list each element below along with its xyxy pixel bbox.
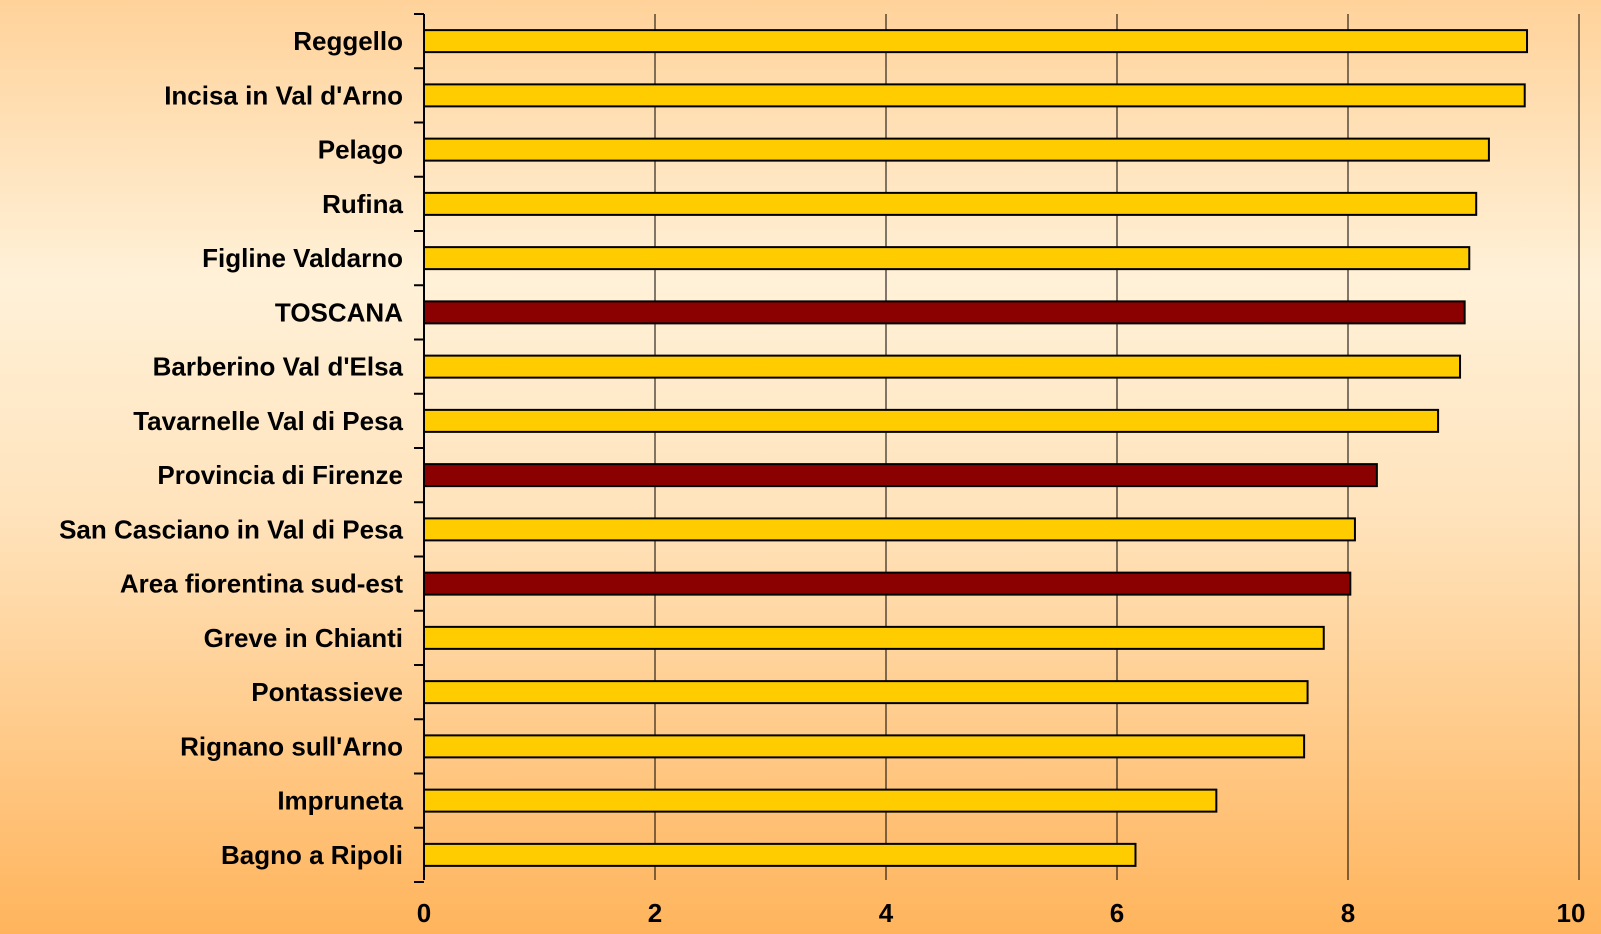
x-axis-tick-labels: 0 2 4 6 8 10: [417, 898, 1586, 928]
bar-12: [423, 680, 1309, 705]
category-label-2: Pelago: [318, 135, 403, 165]
category-label-12: Pontassieve: [251, 677, 403, 707]
bar-7: [423, 408, 1440, 433]
bar-1: [423, 83, 1526, 108]
x-tick-label-0: 0: [417, 898, 431, 928]
bar-3: [423, 191, 1478, 216]
x-tick-label-6: 6: [1110, 898, 1124, 928]
bar-8: [423, 463, 1378, 488]
category-label-5: TOSCANA: [275, 297, 403, 327]
bar-14: [423, 788, 1218, 813]
x-tick-label-2: 2: [648, 898, 662, 928]
category-label-11: Greve in Chianti: [204, 623, 403, 653]
x-tick-label-10: 10: [1557, 898, 1586, 928]
bar-5: [423, 300, 1466, 325]
x-tick-label-8: 8: [1341, 898, 1355, 928]
bar-9: [423, 517, 1356, 542]
bars: [423, 29, 1529, 867]
bar-4: [423, 246, 1471, 271]
category-label-6: Barberino Val d'Elsa: [153, 352, 404, 382]
bar-13: [423, 734, 1306, 759]
category-label-7: Tavarnelle Val di Pesa: [133, 406, 403, 436]
bar-2: [423, 137, 1490, 162]
category-label-15: Bagno a Ripoli: [221, 840, 403, 870]
category-label-1: Incisa in Val d'Arno: [164, 80, 403, 110]
category-label-9: San Casciano in Val di Pesa: [59, 514, 403, 544]
bar-11: [423, 625, 1325, 650]
category-label-14: Impruneta: [277, 786, 403, 816]
bar-0: [423, 29, 1529, 54]
category-label-10: Area fiorentina sud-est: [120, 569, 404, 599]
category-label-4: Figline Valdarno: [202, 243, 403, 273]
y-axis: [414, 13, 425, 883]
bar-15: [423, 842, 1137, 867]
category-label-13: Rignano sull'Arno: [180, 731, 403, 761]
bar-6: [423, 354, 1462, 379]
category-label-0: Reggello: [293, 26, 403, 56]
category-labels: Reggello Incisa in Val d'Arno Pelago Rufina…: [59, 26, 403, 870]
category-label-3: Rufina: [322, 189, 403, 219]
x-tick-label-4: 4: [879, 898, 894, 928]
bar-10: [423, 571, 1352, 596]
category-label-8: Provincia di Firenze: [157, 460, 403, 490]
